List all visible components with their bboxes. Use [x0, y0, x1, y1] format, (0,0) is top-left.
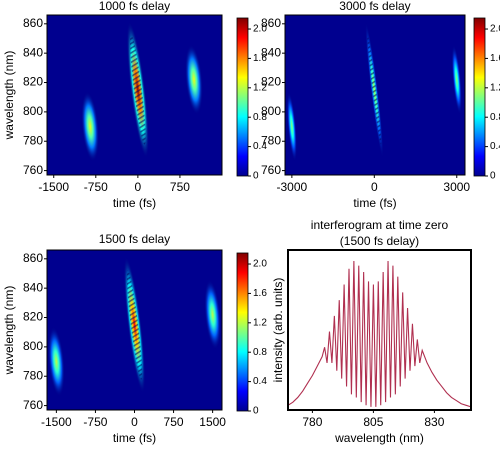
x-axis-label: time (fs) [113, 431, 156, 445]
colorbar-tick-label: 1.2 [490, 82, 500, 93]
intensity-peak [286, 91, 297, 162]
colorbar [236, 252, 249, 412]
colorbar [473, 17, 486, 177]
plot-frame [284, 14, 466, 176]
fringe-overlay [130, 35, 146, 145]
intensity-peak [48, 326, 65, 397]
y-tick-label: 760 [261, 163, 281, 177]
y-tick-label: 760 [23, 163, 43, 177]
colorbar-tick-label: 0 [253, 171, 259, 182]
y-axis-label: wavelength (nm) [2, 286, 16, 376]
x-tick-label: 3000 [443, 180, 470, 194]
y-tick-label: 800 [261, 104, 281, 118]
panel-title: interferogram at time zero [311, 218, 449, 232]
y-tick-label: 780 [23, 133, 43, 147]
colorbar-tick-label: 0 [490, 171, 496, 182]
colorbar-tick-label: 1.2 [253, 317, 267, 328]
panel-title: 1000 fs delay [99, 0, 170, 13]
heatmap [286, 21, 462, 162]
intensity-peak [451, 44, 462, 115]
x-tick-label: -750 [84, 180, 108, 194]
colorbar-tick-label: 0.8 [253, 347, 267, 358]
x-tick-label: 0 [135, 180, 142, 194]
x-tick-label: 780 [302, 415, 322, 429]
colorbar-tick-label: 1.2 [253, 82, 267, 93]
intensity-peak [81, 91, 100, 162]
x-tick-label: 0 [371, 180, 378, 194]
y-axis-label: wavelength (nm) [2, 51, 16, 141]
colorbar-tick-label: 1.6 [253, 288, 267, 299]
fringe-overlay [367, 35, 382, 145]
y-tick-label: 760 [23, 398, 43, 412]
y-tick-label: 820 [23, 310, 43, 324]
colorbar-tick-label: 2.0 [490, 24, 500, 35]
colorbar-tick-label: 0.8 [253, 112, 267, 123]
colorbar-tick-label: 0.8 [490, 112, 500, 123]
colorbar-tick-label: 0.4 [253, 141, 267, 152]
x-tick-label: -1500 [38, 180, 69, 194]
x-tick-label: 750 [170, 180, 190, 194]
y-tick-label: 820 [261, 75, 281, 89]
colorbar-tick-label: 0.4 [490, 141, 500, 152]
fringe-overlay [126, 270, 143, 380]
y-axis-label: intensity (arb. units) [271, 278, 285, 383]
x-tick-label: -1500 [41, 415, 72, 429]
y-tick-label: 840 [23, 45, 43, 59]
x-axis-label: time (fs) [113, 196, 156, 210]
panel-title: 3000 fs delay [339, 0, 410, 13]
x-tick-label: 0 [131, 415, 138, 429]
panel-subtitle: (1500 fs delay) [340, 234, 419, 248]
y-tick-label: 860 [23, 251, 43, 265]
plot-frame [46, 14, 223, 176]
x-tick-label: 830 [424, 415, 444, 429]
y-tick-label: 840 [261, 45, 281, 59]
y-tick-label: 780 [23, 368, 43, 382]
x-tick-label: -3000 [277, 180, 308, 194]
y-tick-label: 840 [23, 280, 43, 294]
colorbar-tick-label: 2.0 [253, 24, 267, 35]
intensity-peak [204, 279, 221, 350]
panel-title: 1500 fs delay [99, 232, 170, 246]
y-tick-label: 860 [23, 16, 43, 30]
colorbar-tick-label: 1.6 [490, 53, 500, 64]
colorbar-tick-label: 0 [253, 406, 259, 417]
colorbar-tick-label: 0.4 [253, 376, 267, 387]
heatmap [48, 256, 221, 397]
colorbar-tick-label: 2.0 [253, 259, 267, 270]
heatmap [81, 21, 203, 162]
x-tick-label: 1500 [199, 415, 226, 429]
colorbar-tick-label: 1.6 [253, 53, 267, 64]
y-tick-label: 800 [23, 104, 43, 118]
y-tick-label: 860 [261, 16, 281, 30]
colorbar [236, 17, 249, 177]
y-tick-label: 800 [23, 339, 43, 353]
intensity-peak [185, 44, 203, 115]
x-tick-label: 750 [164, 415, 184, 429]
x-tick-label: 805 [363, 415, 383, 429]
x-tick-label: -750 [83, 415, 107, 429]
x-axis-label: wavelength (nm) [334, 431, 424, 445]
x-axis-label: time (fs) [353, 196, 396, 210]
interferogram-line [287, 260, 472, 408]
plot-frame [287, 249, 472, 411]
y-tick-label: 780 [261, 133, 281, 147]
y-tick-label: 820 [23, 75, 43, 89]
